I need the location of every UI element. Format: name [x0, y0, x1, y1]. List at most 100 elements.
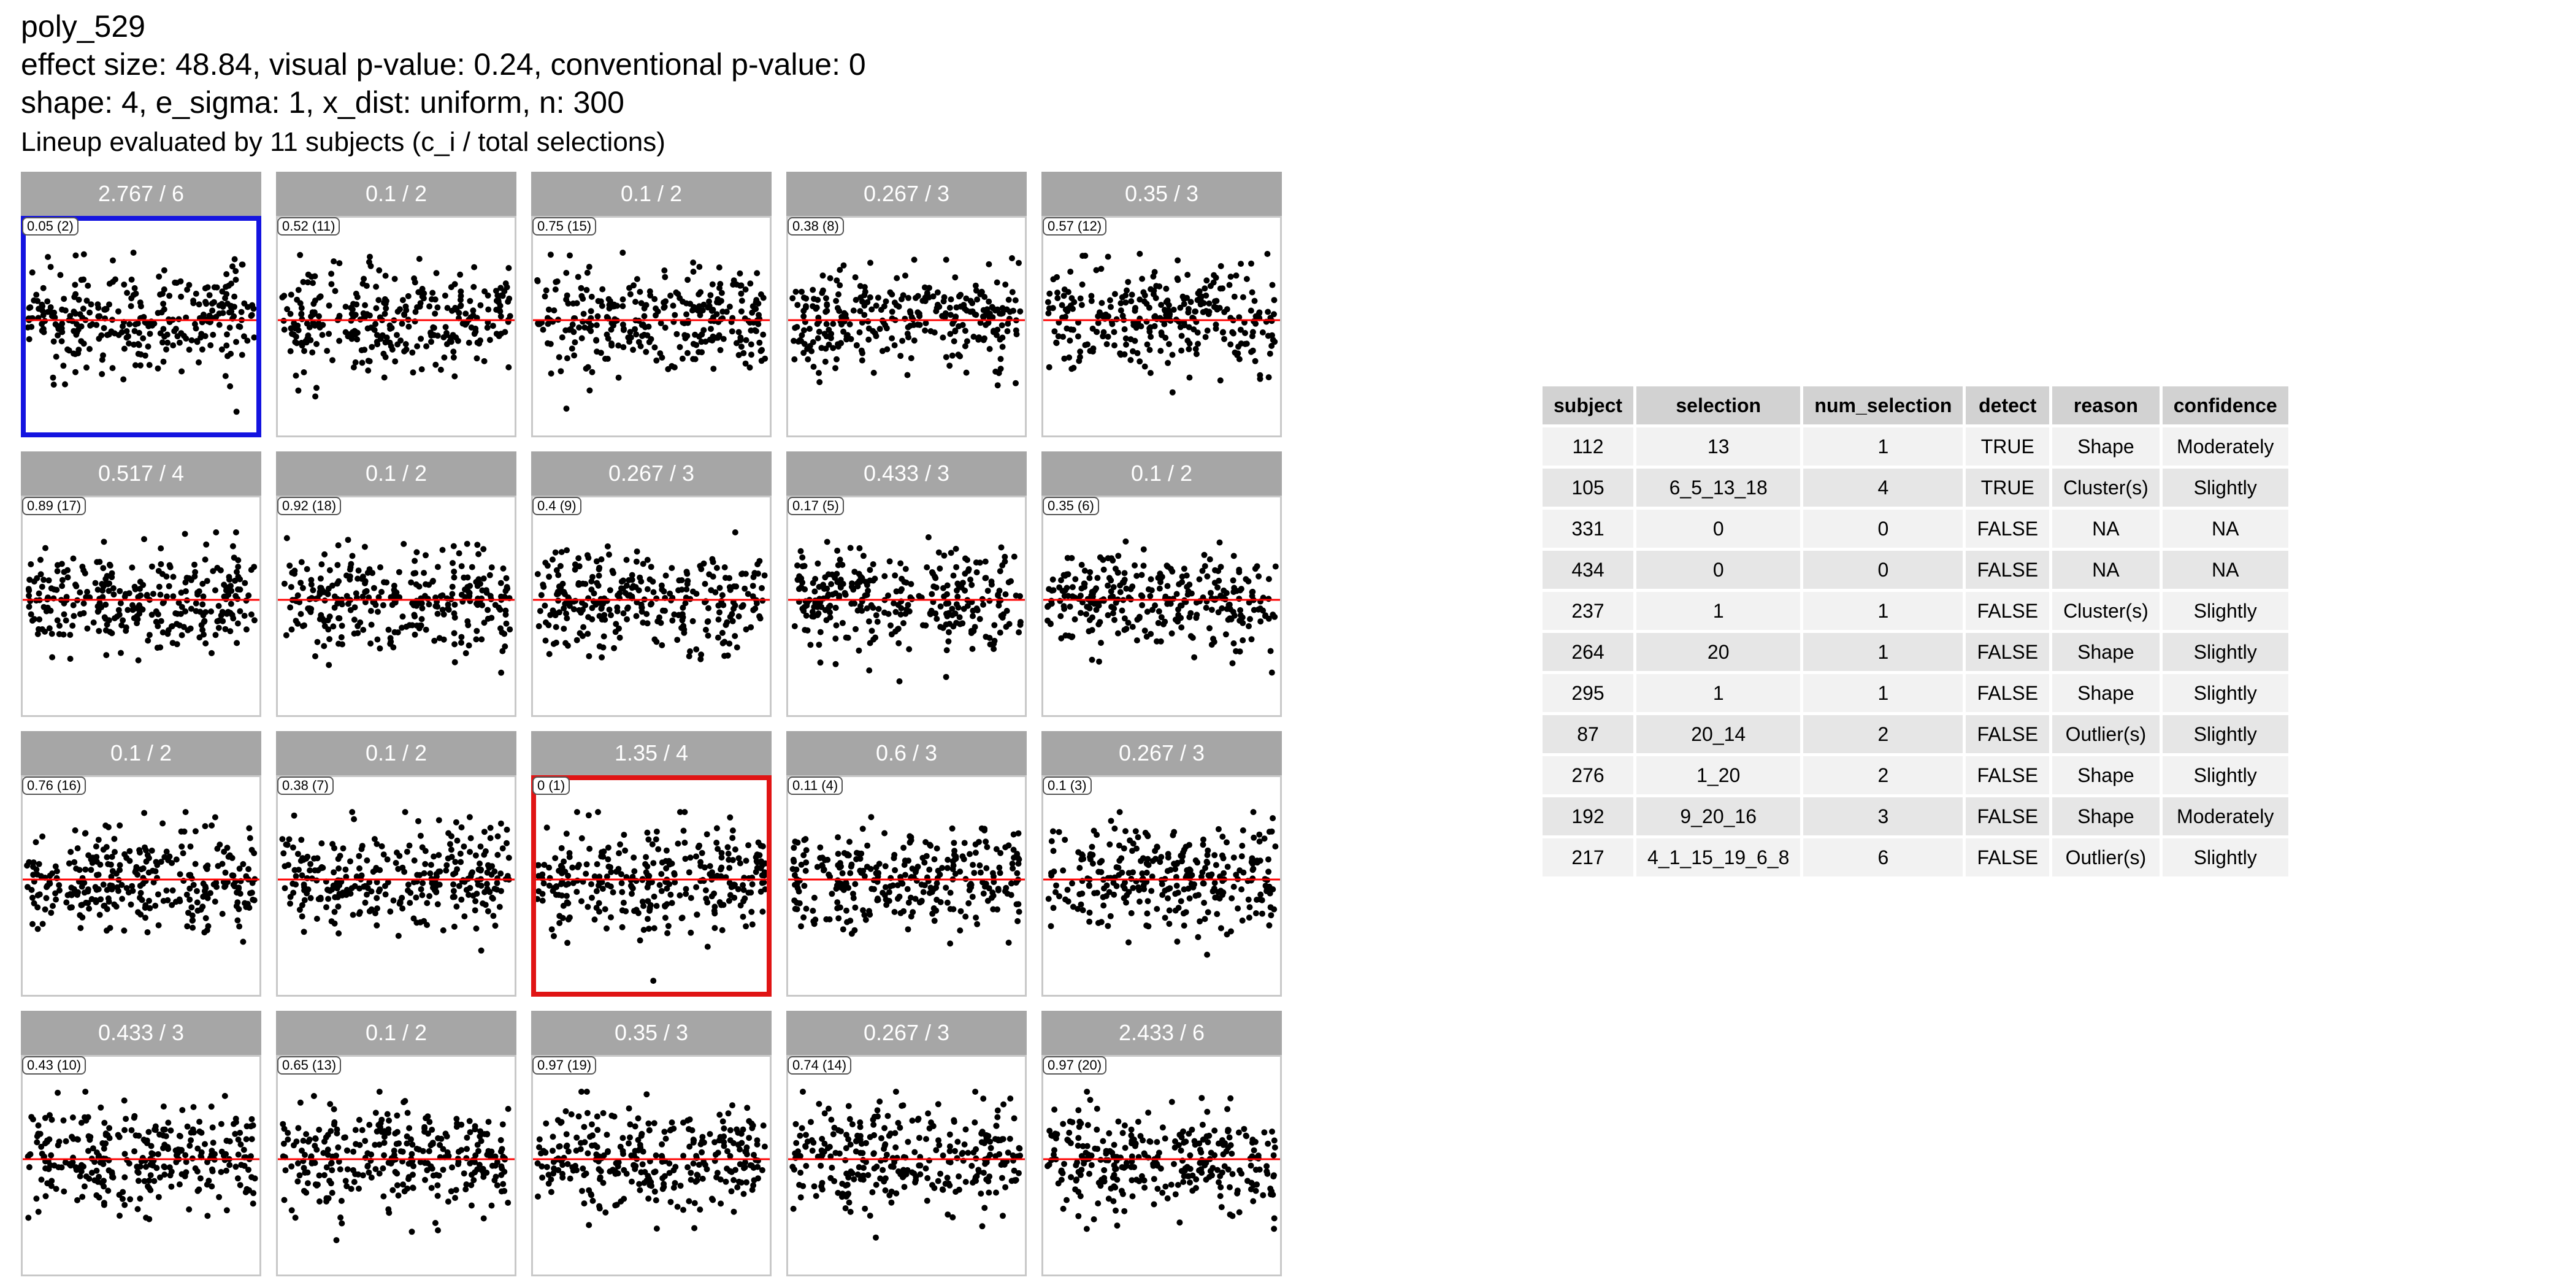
data-point: [456, 883, 462, 889]
data-point: [325, 585, 332, 592]
lineup-panel-3[interactable]: 0.1 / 2 0.75 (15): [531, 172, 772, 437]
lineup-panel-7[interactable]: 0.1 / 2 0.92 (18): [276, 451, 516, 717]
data-point: [348, 1186, 355, 1192]
data-point: [480, 900, 486, 907]
data-point: [637, 574, 643, 581]
data-point: [1154, 844, 1160, 851]
data-point: [596, 564, 603, 571]
data-point: [166, 1164, 173, 1171]
data-point: [134, 320, 141, 327]
lineup-panel-5[interactable]: 0.35 / 3 0.57 (12): [1041, 172, 1282, 437]
data-point: [726, 865, 733, 872]
data-point: [759, 585, 765, 591]
lineup-panel-11[interactable]: 0.1 / 2 0.76 (16): [21, 731, 261, 997]
data-point: [619, 889, 626, 895]
data-point: [619, 924, 626, 930]
lineup-panel-2[interactable]: 0.1 / 2 0.52 (11): [276, 172, 516, 437]
data-point: [62, 381, 68, 388]
data-point: [164, 897, 171, 903]
data-point: [412, 309, 419, 315]
data-point: [47, 309, 53, 315]
data-point: [193, 325, 199, 332]
data-point: [905, 602, 911, 608]
data-point: [1121, 570, 1128, 577]
data-point: [237, 1182, 243, 1189]
data-point: [158, 618, 164, 624]
data-point: [632, 299, 638, 305]
data-point: [732, 881, 738, 888]
lineup-panel-9[interactable]: 0.433 / 3 0.17 (5): [786, 451, 1027, 717]
data-point: [50, 903, 56, 910]
data-point: [439, 592, 446, 599]
data-point: [1202, 334, 1209, 340]
data-point: [629, 593, 635, 600]
data-point: [1224, 306, 1230, 313]
data-point: [435, 817, 442, 824]
data-point: [1265, 596, 1272, 602]
data-point: [684, 581, 691, 588]
data-point: [307, 608, 314, 615]
data-point: [1144, 910, 1151, 917]
lineup-panel-15[interactable]: 0.267 / 3 0.1 (3): [1041, 731, 1282, 997]
data-point: [33, 839, 39, 846]
data-point: [552, 549, 559, 556]
data-point: [301, 897, 308, 903]
lineup-panel-14[interactable]: 0.6 / 3 0.11 (4): [786, 731, 1027, 997]
data-point: [471, 331, 478, 337]
data-point: [715, 634, 721, 641]
data-point: [355, 567, 362, 574]
data-point: [645, 836, 652, 843]
data-point: [1110, 584, 1117, 591]
data-point: [904, 886, 911, 892]
data-point: [1181, 886, 1187, 893]
data-point: [683, 586, 690, 592]
lineup-panel-4[interactable]: 0.267 / 3 0.38 (8): [786, 172, 1027, 437]
data-point: [1077, 295, 1084, 302]
data-point: [1002, 553, 1008, 560]
data-point: [313, 385, 320, 391]
data-point: [662, 572, 669, 579]
lineup-panel-17[interactable]: 0.1 / 2 0.65 (13): [276, 1011, 516, 1276]
data-point: [504, 826, 510, 833]
data-point: [1127, 357, 1134, 363]
data-point: [94, 872, 100, 878]
data-point: [1222, 631, 1229, 638]
data-point: [183, 314, 190, 321]
panel-scatter: [786, 534, 1027, 684]
data-point: [989, 889, 996, 896]
data-point: [588, 881, 594, 887]
data-point: [293, 618, 299, 624]
data-point: [697, 862, 704, 869]
data-point: [213, 529, 220, 535]
lineup-panel-10[interactable]: 0.1 / 2 0.35 (6): [1041, 451, 1282, 717]
data-point: [415, 818, 421, 824]
data-point: [137, 889, 144, 896]
data-point: [281, 580, 288, 587]
data-point: [669, 617, 676, 624]
data-point: [71, 613, 77, 619]
data-point: [494, 880, 500, 886]
lineup-panel-8[interactable]: 0.267 / 3 0.4 (9): [531, 451, 772, 717]
data-point: [1256, 831, 1263, 838]
data-point: [126, 321, 133, 328]
data-point: [817, 659, 824, 666]
data-point: [998, 544, 1005, 551]
lineup-panel-12[interactable]: 0.1 / 2 0.38 (7): [276, 731, 516, 997]
data-point: [1116, 857, 1123, 864]
lineup-panel-6[interactable]: 0.517 / 4 0.89 (17): [21, 451, 261, 717]
data-point: [931, 918, 938, 924]
data-point: [416, 256, 423, 263]
data-point: [1271, 311, 1277, 318]
data-point: [1186, 346, 1192, 353]
lineup-panel-16[interactable]: 0.433 / 3 0.43 (10): [21, 1011, 261, 1276]
data-point: [228, 302, 234, 309]
data-point: [94, 608, 101, 615]
data-point: [705, 304, 711, 311]
data-point: [684, 320, 691, 326]
data-point: [196, 359, 202, 366]
data-point: [104, 887, 110, 893]
lineup-panel-1[interactable]: 2.767 / 6 0.05 (2): [21, 172, 261, 437]
data-point: [995, 370, 1002, 377]
data-point: [1214, 894, 1221, 901]
